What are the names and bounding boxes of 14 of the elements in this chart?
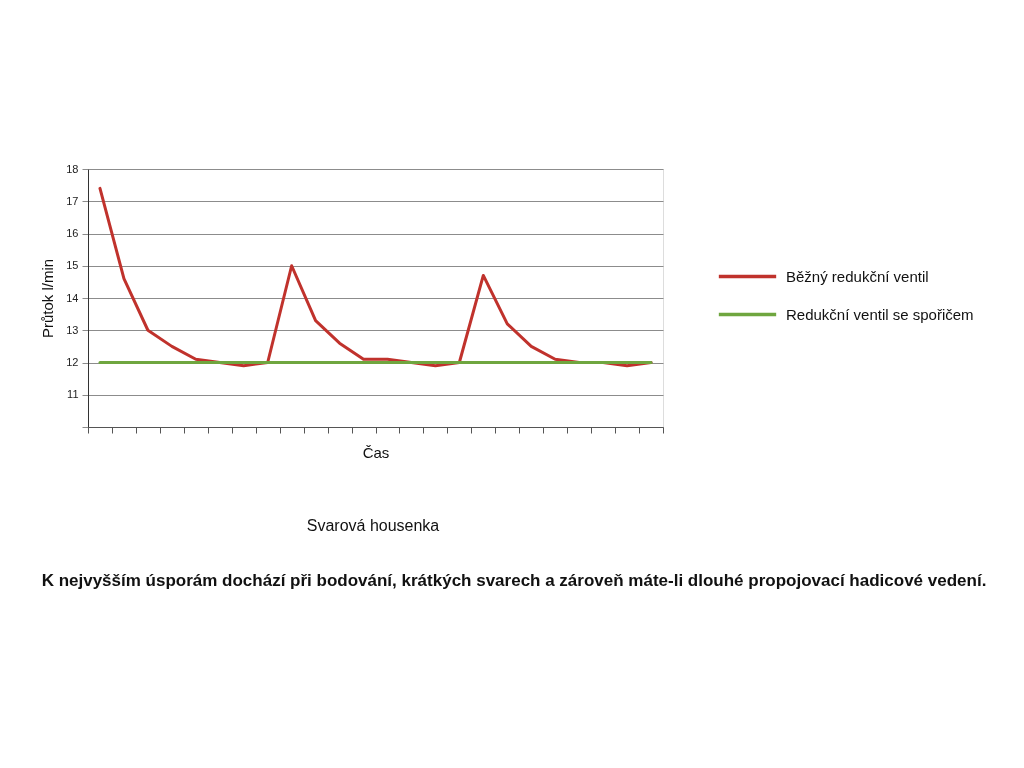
y-tick-label: 11 bbox=[67, 388, 79, 401]
text: K nejvyšším úsporám dochází při bodování, krátkých svarech a zároveň máte-li dlouhé propojovací hadicové vedení. bbox=[41, 571, 987, 590]
text: Svarová housenka bbox=[306, 517, 440, 534]
legend-label: Redukční ventil se spořičem bbox=[786, 305, 974, 323]
x-axis-title: Čas bbox=[362, 444, 390, 461]
y-tick-label: 14 bbox=[66, 291, 79, 304]
y-tick-label: 12 bbox=[66, 356, 79, 368]
y-tick-label: 18 bbox=[66, 162, 79, 175]
y-tick-label: 15 bbox=[66, 259, 79, 272]
y-tick-label: 13 bbox=[66, 323, 79, 336]
legend-label: Běžný redukční ventil bbox=[786, 267, 929, 285]
y-tick-label: 17 bbox=[66, 194, 79, 207]
y-tick-label: 16 bbox=[66, 227, 79, 239]
y-axis-title: Průtok l/min bbox=[39, 258, 57, 339]
